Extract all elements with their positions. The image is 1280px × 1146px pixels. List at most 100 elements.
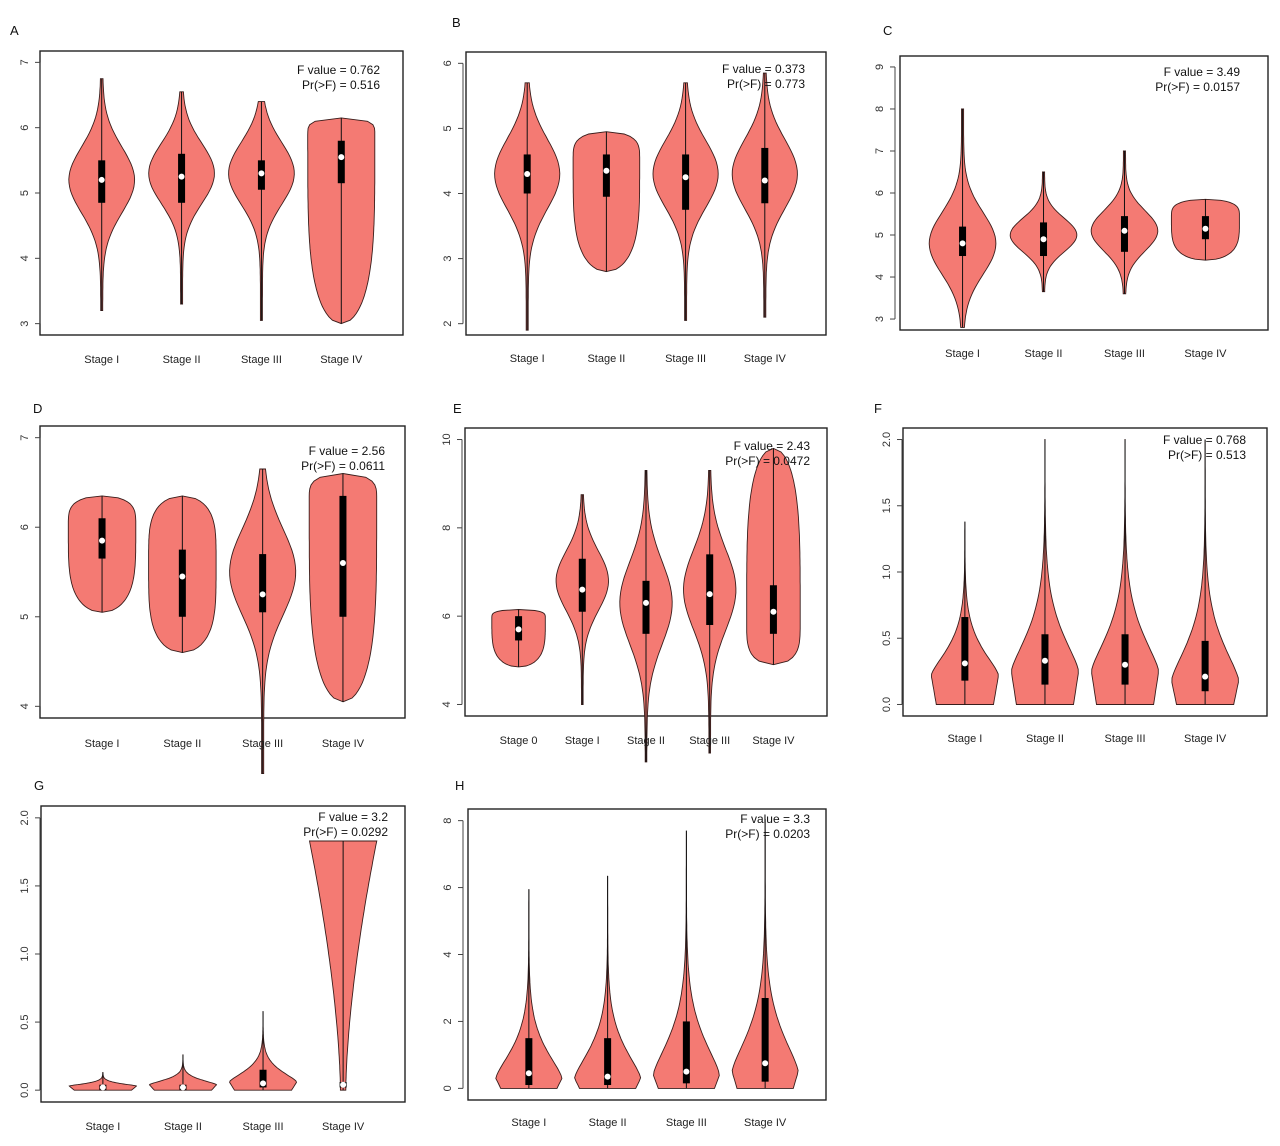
violin-group — [931, 521, 999, 705]
median-point — [682, 174, 689, 181]
x-category-label: Stage II — [589, 1117, 627, 1129]
x-category-label: Stage III — [1104, 348, 1145, 360]
violin-group — [928, 108, 997, 328]
y-tick-label: 4 — [441, 701, 453, 707]
violin-group — [68, 1072, 138, 1091]
median-point — [1121, 227, 1128, 234]
iqr-box — [961, 617, 969, 681]
panel-e: E 4 6 8 10 Stage 0 Stage I Stage II Stage III Sta… — [441, 401, 828, 763]
median-point — [1202, 673, 1209, 680]
y-tick-label: 6 — [874, 190, 886, 196]
panel-letter: G — [34, 778, 44, 793]
violin-group — [572, 131, 641, 273]
median-point — [179, 573, 186, 580]
iqr-box — [1121, 634, 1129, 685]
panel-g: G 0.0 0.5 1.0 1.5 2.0 Stage I Stage II Stage III… — [19, 778, 406, 1133]
y-tick-label: 7 — [874, 148, 886, 154]
x-category-label: Stage IV — [744, 1117, 787, 1129]
median-point — [338, 154, 345, 161]
x-category-label: Stage III — [1105, 733, 1146, 745]
median-point — [1041, 657, 1048, 664]
violin-group — [67, 495, 137, 613]
violin-group — [308, 840, 378, 1091]
violin-group — [652, 82, 719, 321]
violin-group — [148, 1054, 218, 1091]
y-tick-label: 0.0 — [881, 697, 893, 712]
violin-group — [1090, 150, 1159, 295]
x-category-label: Stage II — [627, 735, 665, 747]
median-point — [99, 1084, 106, 1091]
x-category-label: Stage II — [587, 353, 625, 365]
y-tick-label: 7 — [19, 59, 31, 65]
x-category-label: Stage III — [689, 735, 730, 747]
median-point — [525, 1070, 532, 1077]
y-tick-label: 2 — [442, 321, 454, 327]
y-tick-label: 3 — [442, 256, 454, 262]
iqr-box — [761, 998, 769, 1082]
y-tick-label: 6 — [441, 613, 453, 619]
x-category-label: Stage I — [945, 348, 980, 360]
p-value-label: Pr(>F) = 0.0157 — [1155, 80, 1240, 94]
iqr-box — [706, 554, 714, 625]
median-point — [179, 1084, 186, 1091]
y-tick-label: 8 — [442, 818, 454, 824]
y-tick-label: 1.5 — [19, 878, 31, 893]
f-value-label: F value = 3.3 — [740, 812, 810, 826]
y-tick-label: 0.5 — [881, 631, 893, 646]
violin-group — [1009, 171, 1078, 293]
violin-group — [308, 473, 378, 703]
plot-frame — [465, 51, 827, 336]
violin-group — [229, 468, 297, 774]
panel-letter: C — [883, 23, 892, 38]
violin-group — [307, 117, 376, 325]
x-category-label: Stage I — [947, 733, 982, 745]
x-category-label: Stage II — [163, 354, 201, 366]
violin-group — [555, 494, 609, 705]
iqr-box — [259, 554, 267, 613]
x-category-label: Stage III — [243, 1121, 284, 1133]
iqr-box — [339, 495, 347, 617]
x-category-label: Stage II — [164, 1121, 202, 1133]
panel-c: C 3 4 5 6 7 8 9 Stage I Stage II Stage III Stage IV… — [874, 23, 1269, 360]
p-value-label: Pr(>F) = 0.0472 — [725, 454, 810, 468]
f-value-label: F value = 2.56 — [309, 444, 386, 458]
median-point — [178, 173, 185, 180]
violin-group — [491, 609, 546, 668]
iqr-box — [259, 1069, 267, 1088]
y-tick-label: 0.5 — [19, 1014, 31, 1029]
p-value-label: Pr(>F) = 0.773 — [727, 77, 805, 91]
median-point — [603, 167, 610, 174]
median-point — [959, 240, 966, 247]
panel-f: F 0.0 0.5 1.0 1.5 2.0 Stage I Stage II Stage III… — [874, 401, 1268, 745]
x-category-label: Stage I — [84, 354, 119, 366]
iqr-box — [761, 147, 769, 204]
y-tick-label: 4 — [874, 274, 886, 280]
median-point — [762, 1060, 769, 1067]
y-tick-label: 5 — [874, 232, 886, 238]
y-tick-label: 2.0 — [881, 432, 893, 447]
iqr-box — [1120, 216, 1128, 252]
violin-group — [148, 495, 217, 654]
median-point — [524, 170, 531, 177]
violin-group — [68, 78, 136, 312]
y-tick-label: 1.0 — [881, 564, 893, 579]
plot-frame — [40, 805, 406, 1103]
panel-letter: A — [10, 23, 19, 38]
x-category-label: Stage II — [1026, 733, 1064, 745]
f-value-label: F value = 0.768 — [1163, 433, 1246, 447]
violin-group — [731, 72, 798, 318]
median-point — [1122, 661, 1129, 668]
iqr-box — [1201, 640, 1209, 692]
median-point — [961, 660, 968, 667]
x-category-label: Stage III — [241, 354, 282, 366]
iqr-box — [602, 154, 610, 197]
iqr-box — [682, 1021, 690, 1084]
x-category-label: Stage III — [666, 1117, 707, 1129]
panel-letter: E — [453, 401, 462, 416]
f-value-label: F value = 2.43 — [734, 439, 811, 453]
median-point — [260, 1080, 267, 1087]
iqr-box — [178, 549, 186, 617]
y-tick-label: 1.0 — [19, 946, 31, 961]
panel-letter: D — [33, 401, 42, 416]
iqr-box — [642, 580, 650, 634]
